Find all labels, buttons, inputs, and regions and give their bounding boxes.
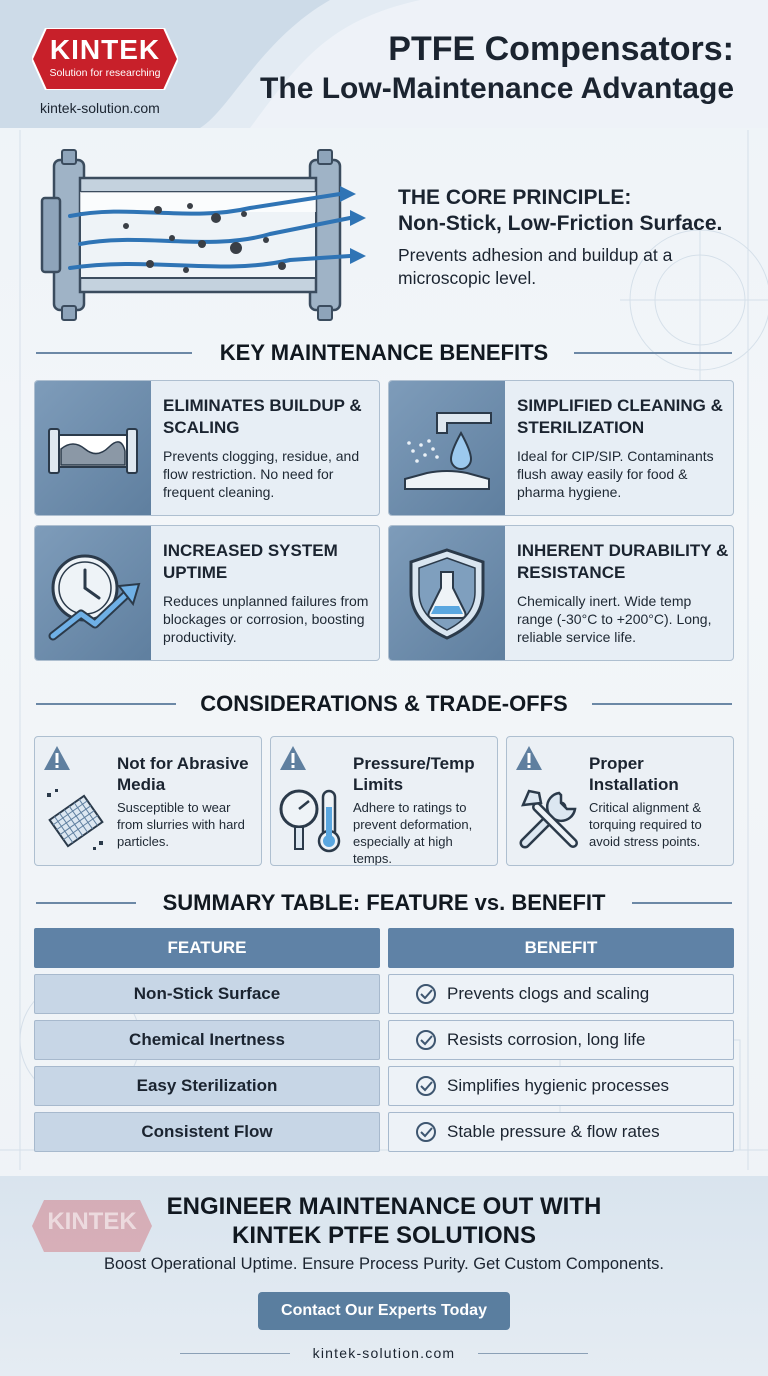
- consideration-card-pressure: Pressure/Temp Limits Adhere to ratings t…: [270, 736, 498, 866]
- spray-icon: [404, 412, 492, 490]
- footer-divider: [478, 1353, 588, 1354]
- kintek-logo-badge: [32, 28, 178, 90]
- logo-tagline: Solution for researching: [49, 67, 161, 79]
- benefit-title: SIMPLIFIED CLEANING & STERILIZATION: [517, 396, 723, 437]
- benefit-icon-box: [389, 526, 505, 660]
- website-link[interactable]: kintek-solution.com: [40, 100, 160, 116]
- section-divider: [36, 703, 176, 705]
- header-swoosh: [0, 0, 768, 128]
- table-header-feature: FEATURE: [34, 928, 380, 968]
- benefit-title: INCREASED SYSTEM UPTIME: [163, 541, 338, 582]
- contact-experts-button[interactable]: Contact Our Experts Today: [258, 1292, 510, 1330]
- benefit-card-uptime: INCREASED SYSTEM UPTIME Reduces unplanne…: [34, 525, 380, 661]
- consideration-text: Adhere to ratings to prevent deformation…: [353, 800, 473, 866]
- benefit-card-durability: INHERENT DURABILITY & RESISTANCE Chemica…: [388, 525, 734, 661]
- kintek-logo: KINTEK: [49, 34, 161, 65]
- benefit-text: Prevents clogs and scaling: [447, 984, 650, 1003]
- benefit-text: Stable pressure & flow rates: [447, 1122, 660, 1141]
- section-divider: [592, 703, 732, 705]
- consideration-card-abrasive: Not for Abrasive Media Susceptible to we…: [34, 736, 262, 866]
- section-divider: [574, 352, 732, 354]
- cta-subtext: Boost Operational Uptime. Ensure Process…: [103, 1255, 665, 1273]
- benefit-title: INHERENT DURABILITY & RESISTANCE: [517, 541, 729, 582]
- section-divider: [36, 352, 192, 354]
- table-cell-feature: Consistent Flow: [34, 1112, 380, 1152]
- abrasive-icon: [47, 789, 104, 850]
- footer-divider: [180, 1353, 290, 1354]
- benefit-text: Ideal for CIP/SIP. Contaminants flush aw…: [517, 448, 714, 500]
- table-header-benefit: BENEFIT: [388, 928, 734, 968]
- consideration-title: Pressure/Temp Limits: [353, 754, 475, 794]
- warning-icon: [516, 746, 542, 770]
- benefits-section-title: KEY MAINTENANCE BENEFITS: [219, 340, 549, 365]
- table-cell-feature: Easy Sterilization: [34, 1066, 380, 1106]
- warning-icon: [280, 746, 306, 770]
- header-band: KINTEK Solution for researching kintek-s…: [0, 0, 768, 128]
- check-circle-icon: [416, 1122, 436, 1142]
- benefit-text: Chemically inert. Wide temp range (-30°C…: [517, 593, 712, 645]
- table-cell-benefit: Stable pressure & flow rates: [388, 1112, 734, 1152]
- consideration-title: Proper Installation: [589, 754, 679, 794]
- core-principle-subheading: Non-Stick, Low-Friction Surface.: [398, 212, 723, 235]
- considerations-section-title: CONSIDERATIONS & TRADE-OFFS: [200, 691, 568, 716]
- consideration-text: Critical alignment & torquing required t…: [589, 800, 702, 849]
- cta-heading: ENGINEER MAINTENANCE OUT WITH: [166, 1193, 602, 1220]
- consideration-title: Not for Abrasive Media: [117, 754, 249, 794]
- core-principle-heading: THE CORE PRINCIPLE:: [398, 186, 632, 209]
- warning-icon: [44, 746, 70, 770]
- gauge-icon: [279, 789, 341, 853]
- consideration-text: Susceptible to wear from slurries with h…: [117, 800, 245, 849]
- benefit-icon-box: [35, 381, 151, 515]
- benefit-card-buildup: ELIMINATES BUILDUP & SCALING Prevents cl…: [34, 380, 380, 516]
- benefit-title: ELIMINATES BUILDUP & SCALING: [163, 396, 362, 437]
- benefit-text: Simplifies hygienic processes: [447, 1076, 670, 1095]
- pipe-illustration: [40, 149, 366, 321]
- core-principle-text: Prevents adhesion and buildup at a micro…: [398, 245, 673, 288]
- benefit-card-cleaning: SIMPLIFIED CLEANING & STERILIZATION Idea…: [388, 380, 734, 516]
- table-cell-benefit: Simplifies hygienic processes: [388, 1066, 734, 1106]
- table-section-title: SUMMARY TABLE: FEATURE vs. BENEFIT: [162, 890, 606, 915]
- table-cell-benefit: Prevents clogs and scaling: [388, 974, 734, 1014]
- clock-icon: [48, 554, 141, 641]
- check-circle-icon: [416, 1076, 436, 1096]
- benefit-text: Reduces unplanned failures from blockage…: [163, 593, 369, 645]
- page-title: PTFE Compensators:: [388, 30, 734, 68]
- table-cell-benefit: Resists corrosion, long life: [388, 1020, 734, 1060]
- footer-website-link[interactable]: kintek-solution.com: [312, 1345, 456, 1361]
- section-divider: [632, 902, 732, 904]
- benefit-text: Resists corrosion, long life: [447, 1030, 646, 1049]
- check-circle-icon: [416, 1030, 436, 1050]
- cta-heading-line2: KINTEK PTFE SOLUTIONS: [231, 1222, 536, 1249]
- shield-icon: [409, 548, 485, 640]
- cta-band: [0, 1176, 768, 1376]
- benefit-icon-box: [35, 526, 151, 660]
- pipe-icon: [48, 428, 138, 474]
- tools-icon: [519, 789, 578, 849]
- section-divider: [36, 902, 136, 904]
- consideration-card-installation: Proper Installation Critical alignment &…: [506, 736, 734, 866]
- kintek-watermark-text: KINTEK: [47, 1208, 137, 1235]
- table-cell-feature: Non-Stick Surface: [34, 974, 380, 1014]
- kintek-watermark-logo: [32, 1200, 152, 1252]
- page-subtitle: The Low-Maintenance Advantage: [260, 72, 734, 105]
- benefit-text: Prevents clogging, residue, and flow res…: [163, 448, 360, 500]
- check-circle-icon: [416, 984, 436, 1004]
- benefit-icon-box: [389, 381, 505, 515]
- table-cell-feature: Chemical Inertness: [34, 1020, 380, 1060]
